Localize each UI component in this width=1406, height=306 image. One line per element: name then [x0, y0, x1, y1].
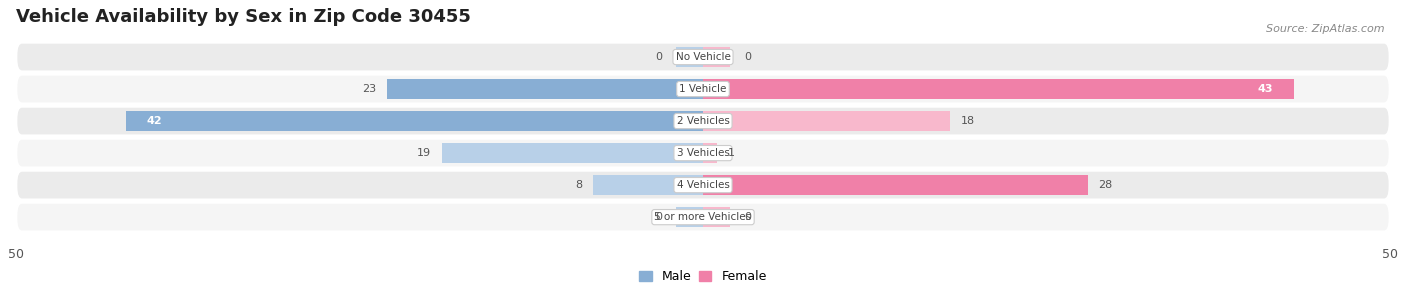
FancyBboxPatch shape [17, 107, 1389, 136]
FancyBboxPatch shape [17, 75, 1389, 103]
Text: 43: 43 [1257, 84, 1272, 94]
FancyBboxPatch shape [17, 203, 1389, 232]
Text: 0: 0 [655, 52, 662, 62]
Bar [703, 207, 731, 227]
Text: 0: 0 [655, 212, 662, 222]
Text: Vehicle Availability by Sex in Zip Code 30455: Vehicle Availability by Sex in Zip Code … [17, 8, 471, 26]
Bar [387, 79, 703, 99]
Text: 42: 42 [146, 116, 163, 126]
Text: 4 Vehicles: 4 Vehicles [676, 180, 730, 190]
Text: 0: 0 [744, 212, 751, 222]
Text: 0: 0 [744, 52, 751, 62]
Bar [593, 175, 703, 195]
Text: 28: 28 [1098, 180, 1112, 190]
FancyBboxPatch shape [17, 139, 1389, 167]
Bar [703, 79, 1294, 99]
Legend: Male, Female: Male, Female [634, 265, 772, 288]
Text: 19: 19 [418, 148, 432, 158]
Text: 1: 1 [728, 148, 735, 158]
Bar [703, 143, 717, 163]
Text: 8: 8 [575, 180, 582, 190]
Text: 3 Vehicles: 3 Vehicles [676, 148, 730, 158]
Text: 2 Vehicles: 2 Vehicles [676, 116, 730, 126]
Bar [675, 47, 703, 67]
Text: 1 Vehicle: 1 Vehicle [679, 84, 727, 94]
Bar [675, 207, 703, 227]
Text: Source: ZipAtlas.com: Source: ZipAtlas.com [1267, 24, 1385, 35]
Bar [127, 111, 703, 131]
FancyBboxPatch shape [17, 171, 1389, 200]
Text: No Vehicle: No Vehicle [675, 52, 731, 62]
Text: 5 or more Vehicles: 5 or more Vehicles [654, 212, 752, 222]
Bar [441, 143, 703, 163]
Bar [703, 111, 950, 131]
Text: 23: 23 [361, 84, 377, 94]
Bar [703, 175, 1087, 195]
Text: 18: 18 [962, 116, 976, 126]
Bar [703, 47, 731, 67]
FancyBboxPatch shape [17, 43, 1389, 71]
